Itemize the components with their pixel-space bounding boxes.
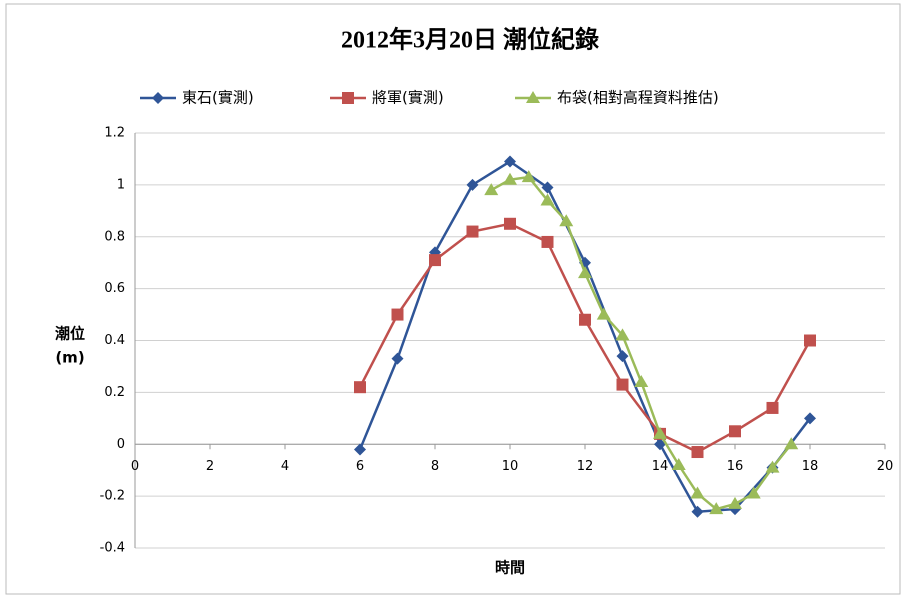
- x-tick-label: 4: [281, 459, 289, 474]
- legend-label: 東石(實測): [182, 89, 254, 107]
- x-tick-label: 14: [652, 459, 669, 474]
- marker: [616, 378, 629, 391]
- marker: [728, 496, 742, 509]
- marker: [354, 381, 366, 394]
- marker: [541, 181, 554, 194]
- y-tick-label: 0.2: [104, 385, 125, 400]
- legend-label: 將軍(實測): [372, 89, 444, 107]
- x-tick-label: 12: [577, 459, 594, 474]
- marker: [391, 308, 404, 321]
- marker: [354, 443, 366, 456]
- marker: [540, 193, 555, 206]
- marker: [804, 412, 816, 425]
- y-axis-label: (m): [55, 349, 84, 367]
- marker: [691, 505, 704, 518]
- marker: [784, 437, 799, 450]
- x-tick-label: 18: [802, 459, 819, 474]
- y-tick-label: 0.6: [104, 281, 125, 296]
- marker: [766, 401, 779, 414]
- y-tick-label: 0.8: [104, 229, 125, 244]
- x-tick-label: 8: [431, 459, 439, 474]
- marker: [521, 170, 536, 183]
- marker: [391, 352, 404, 365]
- y-tick-label: 1: [117, 177, 125, 192]
- x-tick-label: 16: [727, 459, 744, 474]
- marker: [729, 425, 741, 438]
- marker: [596, 307, 611, 320]
- marker: [653, 426, 667, 439]
- x-tick-label: 0: [131, 459, 139, 474]
- legend-label: 布袋(相對高程資料推估): [557, 89, 719, 107]
- marker: [466, 178, 479, 191]
- marker: [466, 225, 479, 238]
- marker: [342, 92, 354, 104]
- marker: [690, 486, 705, 499]
- marker: [671, 458, 686, 470]
- marker: [484, 183, 499, 196]
- chart-title: 2012年3月20日 潮位紀錄: [341, 26, 599, 54]
- chart-frame: [5, 3, 901, 595]
- y-axis-label: 潮位: [55, 325, 85, 343]
- marker: [559, 214, 574, 227]
- marker: [541, 235, 554, 248]
- marker: [579, 313, 591, 326]
- marker: [429, 254, 441, 267]
- marker: [526, 91, 540, 103]
- marker: [503, 172, 517, 185]
- y-tick-label: 0: [117, 437, 125, 452]
- y-tick-label: 1.2: [104, 126, 125, 141]
- marker: [691, 446, 704, 459]
- marker: [765, 460, 780, 473]
- x-tick-label: 6: [356, 459, 364, 474]
- x-axis-label: 時間: [495, 559, 525, 577]
- marker: [504, 217, 516, 230]
- marker: [746, 486, 761, 499]
- x-tick-label: 2: [206, 459, 214, 474]
- x-tick-label: 20: [877, 459, 894, 474]
- marker: [152, 92, 164, 104]
- marker: [804, 334, 816, 347]
- y-tick-label: 0.4: [104, 333, 125, 348]
- y-tick-label: -0.2: [100, 489, 125, 504]
- x-tick-label: 10: [502, 459, 519, 474]
- marker: [615, 328, 630, 341]
- marker: [504, 155, 516, 168]
- marker: [578, 266, 592, 279]
- marker: [709, 502, 724, 515]
- marker: [616, 350, 629, 363]
- y-tick-label: -0.4: [100, 541, 125, 556]
- marker: [634, 375, 649, 387]
